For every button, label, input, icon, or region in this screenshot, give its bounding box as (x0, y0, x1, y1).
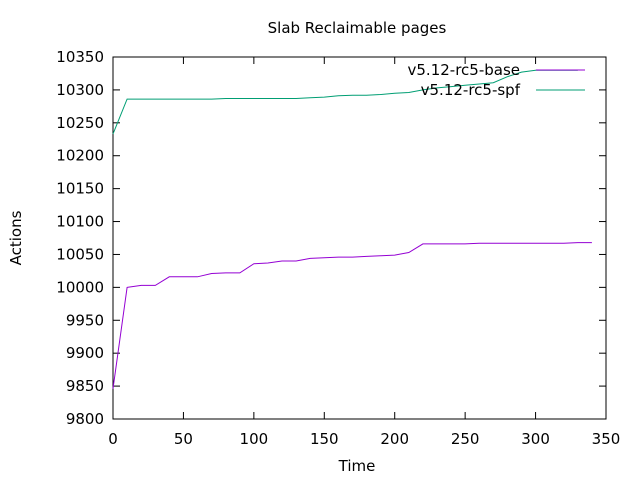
x-tick-label: 0 (108, 430, 118, 448)
x-tick-label: 50 (174, 430, 193, 448)
series-layer (112, 69, 592, 389)
y-tick-label: 9800 (66, 410, 104, 428)
y-tick-label: 10200 (56, 147, 104, 165)
x-tick-label: 300 (521, 430, 550, 448)
plot-area-border (112, 56, 607, 420)
x-axis: 0 50 100 150 200 250 300 350 (108, 57, 620, 448)
x-tick-label: 100 (240, 430, 269, 448)
y-tick-label: 10050 (56, 245, 104, 263)
series-line-1 (112, 242, 592, 389)
y-tick-label: 10000 (56, 278, 104, 296)
legend: v5.12-rc5-base v5.12-rc5-spf (408, 61, 585, 99)
x-tick-label: 200 (380, 430, 409, 448)
chart-title: Slab Reclaimable pages (268, 19, 447, 37)
legend-label-1: v5.12-rc5-base (408, 61, 521, 79)
y-axis-label: Actions (7, 210, 25, 265)
y-tick-label: 10250 (56, 114, 104, 132)
x-tick-label: 350 (592, 430, 621, 448)
y-tick-label: 10150 (56, 180, 104, 198)
y-tick-label: 9900 (66, 344, 104, 362)
y-axis: 9800 9850 9900 9950 10000 10050 10100 10150 1020… (56, 48, 606, 428)
legend-label-2: v5.12-rc5-spf (421, 81, 521, 99)
y-tick-label: 10350 (56, 48, 104, 66)
y-tick-label: 9950 (66, 311, 104, 329)
x-axis-label: Time (338, 457, 376, 475)
x-tick-label: 150 (310, 430, 339, 448)
y-tick-label: 10100 (56, 213, 104, 231)
series-line-2 (112, 69, 578, 135)
y-tick-label: 9850 (66, 377, 104, 395)
x-tick-label: 250 (451, 430, 480, 448)
y-tick-label: 10300 (56, 81, 104, 99)
